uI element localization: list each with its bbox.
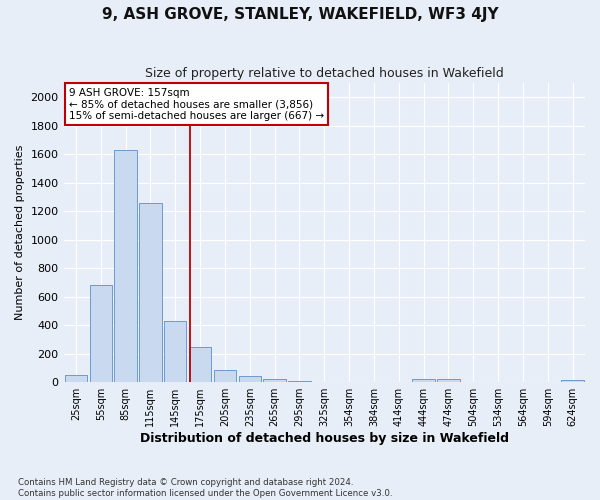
Bar — [263, 378, 286, 382]
Bar — [239, 376, 261, 382]
Bar — [164, 321, 187, 382]
Y-axis label: Number of detached properties: Number of detached properties — [15, 145, 25, 320]
Bar — [412, 378, 435, 382]
Bar — [65, 375, 87, 382]
Bar — [139, 202, 161, 382]
Bar — [115, 150, 137, 382]
Text: 9, ASH GROVE, STANLEY, WAKEFIELD, WF3 4JY: 9, ASH GROVE, STANLEY, WAKEFIELD, WF3 4J… — [101, 8, 499, 22]
Title: Size of property relative to detached houses in Wakefield: Size of property relative to detached ho… — [145, 68, 503, 80]
Bar — [437, 380, 460, 382]
Text: Contains HM Land Registry data © Crown copyright and database right 2024.
Contai: Contains HM Land Registry data © Crown c… — [18, 478, 392, 498]
X-axis label: Distribution of detached houses by size in Wakefield: Distribution of detached houses by size … — [140, 432, 509, 445]
Bar — [214, 370, 236, 382]
Bar — [89, 286, 112, 382]
Bar — [562, 380, 584, 382]
Bar — [189, 346, 211, 382]
Text: 9 ASH GROVE: 157sqm
← 85% of detached houses are smaller (3,856)
15% of semi-det: 9 ASH GROVE: 157sqm ← 85% of detached ho… — [69, 88, 324, 120]
